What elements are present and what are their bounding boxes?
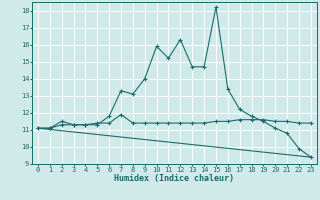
X-axis label: Humidex (Indice chaleur): Humidex (Indice chaleur) [115,174,234,183]
